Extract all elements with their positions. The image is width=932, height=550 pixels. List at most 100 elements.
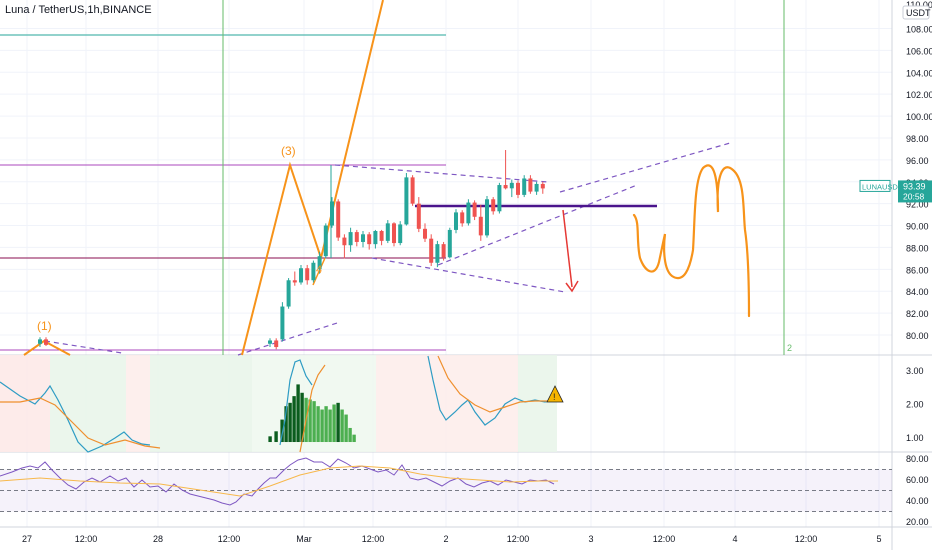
price-axis-tick: 92.00	[906, 200, 929, 210]
candle-body	[354, 232, 359, 242]
time-axis-tick: 2	[443, 534, 448, 544]
target-arrow-line[interactable]	[562, 209, 573, 288]
candle	[503, 150, 508, 190]
time-axis-tick: 28	[153, 534, 163, 544]
oscillator-axis-tick: 3.00	[906, 366, 924, 376]
oscillator-histogram-bar	[312, 401, 316, 443]
candle	[404, 172, 409, 226]
candle-body	[398, 224, 403, 244]
candle-body	[317, 256, 322, 270]
candle	[311, 260, 316, 283]
oscillator-histogram-bar	[268, 436, 272, 443]
trendline-extension[interactable]	[559, 142, 731, 193]
price-axis-tick: 104.00	[906, 68, 932, 78]
candle-body	[274, 340, 279, 348]
candle	[323, 223, 328, 259]
candle	[367, 232, 372, 250]
candle-body	[323, 225, 328, 257]
price-axis-tick: 98.00	[906, 134, 929, 144]
target-arrow-head[interactable]	[565, 280, 579, 293]
freehand-forecast-path[interactable]	[632, 164, 751, 318]
candle-body	[491, 199, 496, 212]
candle	[460, 210, 465, 227]
drawing-tools-layer[interactable]	[0, 0, 785, 356]
candle-body	[447, 229, 452, 258]
oscillator-histogram-bar	[274, 431, 278, 443]
oscillator-pane: !	[0, 355, 564, 453]
elliott-wave-4-leg[interactable]	[312, 257, 326, 286]
price-axis-tick: 86.00	[906, 265, 929, 275]
time-axis-tick: 12:00	[653, 534, 676, 544]
candle	[540, 181, 545, 194]
candle	[472, 200, 477, 221]
candle	[44, 337, 48, 346]
price-and-time-axes[interactable]: 108.00 106.00 104.00 102.00 100.00 98.00 96.00…	[22, 0, 932, 544]
trendline-wave1[interactable]	[44, 340, 123, 354]
currency-button[interactable]	[902, 5, 930, 20]
candle	[435, 240, 440, 268]
candle-body	[299, 268, 303, 283]
oscillator-zone	[150, 355, 252, 452]
candle	[392, 222, 396, 247]
candle	[478, 204, 483, 241]
candle	[423, 223, 427, 242]
oscillator-histogram-bar	[288, 402, 292, 443]
wave-label-4: 4	[316, 264, 322, 276]
candle	[280, 302, 285, 342]
time-axis-tick: 5	[876, 534, 881, 544]
annotation-layer: (1) (3) 4 2	[37, 144, 792, 353]
warning-icon[interactable]	[546, 385, 564, 403]
price-axis-tick: 84.00	[906, 287, 929, 297]
candle-body	[540, 183, 545, 189]
last-price-value: 93.39	[903, 181, 926, 191]
candle-body	[44, 339, 48, 345]
candle-body	[286, 280, 291, 307]
candle	[466, 199, 471, 226]
candlestick-series	[38, 150, 545, 350]
price-axis-tick-partial: 110.00	[906, 0, 932, 10]
candle-body	[336, 201, 341, 238]
candle	[379, 229, 384, 246]
candle	[410, 175, 415, 206]
candle	[454, 209, 458, 234]
oscillator-histogram-bar	[316, 406, 320, 443]
symbol-title[interactable]: Luna / TetherUS, 1h, BINANCE	[5, 4, 152, 16]
candle	[268, 338, 272, 348]
candle	[361, 231, 365, 248]
candle	[342, 234, 347, 259]
candle-body	[429, 238, 434, 263]
candle	[516, 180, 520, 199]
candle-body	[485, 199, 489, 236]
candle-body	[534, 183, 539, 192]
trendline-upper[interactable]	[334, 164, 549, 183]
trendline-support[interactable]	[437, 184, 638, 266]
price-axis-tick: 100.00	[906, 112, 932, 122]
time-axis-tick: 4	[732, 534, 737, 544]
rsi-pane	[0, 457, 892, 512]
candle-body	[292, 280, 297, 283]
candle	[317, 251, 322, 274]
wave-label-3: (3)	[281, 144, 296, 158]
future-marker-label: 2	[787, 343, 792, 353]
candle	[385, 220, 390, 244]
time-axis-tick: 12:00	[795, 534, 818, 544]
trendline-lower[interactable]	[371, 257, 566, 293]
candle-body	[330, 201, 334, 226]
oscillator-fast-line	[0, 381, 151, 453]
candle-body	[509, 182, 514, 189]
warning-icon-glyph: !	[553, 392, 556, 402]
oscillator-histogram-bar	[352, 434, 356, 443]
elliott-wave-path[interactable]	[241, 0, 384, 356]
candle-body	[410, 177, 415, 204]
price-axis-tick: 90.00	[906, 222, 929, 232]
symbol-tag	[859, 179, 891, 192]
oscillator-histogram-bar	[324, 406, 328, 443]
candle	[528, 175, 533, 194]
oscillator-histogram-bar	[336, 402, 340, 443]
oscillator-zone	[518, 355, 557, 452]
candle-body	[478, 216, 483, 236]
price-axis-tick: 80.00	[906, 331, 929, 341]
candle	[509, 179, 514, 198]
